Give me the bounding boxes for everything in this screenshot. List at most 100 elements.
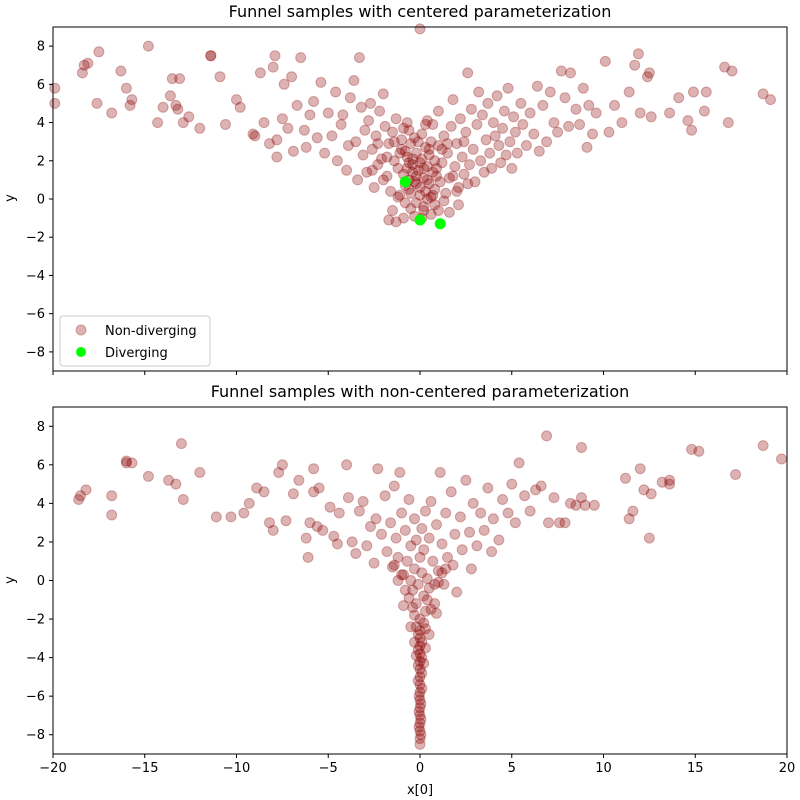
top-non_diverging-point bbox=[403, 157, 415, 169]
top-non_diverging-point bbox=[258, 117, 270, 129]
top-non_diverging-point bbox=[436, 143, 448, 155]
bottom-samples-point bbox=[361, 540, 373, 552]
top-non_diverging-point bbox=[319, 147, 331, 159]
bottom-samples-point bbox=[210, 511, 222, 523]
bottom-samples-point bbox=[317, 524, 329, 536]
top-non_diverging-point bbox=[500, 149, 512, 161]
top-non_diverging-point bbox=[451, 185, 463, 197]
top-non_diverging-point bbox=[381, 170, 393, 182]
top-non_diverging-point bbox=[438, 195, 450, 207]
top-diverging-point bbox=[434, 218, 446, 230]
bottom-samples-point bbox=[643, 532, 655, 544]
bottom-samples-point bbox=[370, 513, 382, 525]
bottom-samples-point bbox=[163, 474, 175, 486]
bottom-samples-point bbox=[415, 698, 427, 710]
top-non_diverging-point bbox=[381, 151, 393, 163]
top-non_diverging-point bbox=[599, 55, 611, 67]
bottom-samples-point bbox=[482, 482, 494, 494]
top-non_diverging-point bbox=[183, 111, 195, 123]
bottom-samples-point bbox=[414, 679, 426, 691]
bottom-samples-point bbox=[664, 478, 676, 490]
bottom-samples-point bbox=[342, 492, 354, 504]
top-non_diverging-point bbox=[120, 82, 132, 94]
bottom-samples-point bbox=[409, 609, 420, 621]
top-y-tick-label: 4 bbox=[37, 116, 45, 131]
bottom-samples-point bbox=[126, 457, 138, 469]
top-non_diverging-point bbox=[427, 166, 439, 178]
bottom-x-tick-label: 0 bbox=[416, 761, 424, 776]
bottom-samples-point bbox=[519, 490, 531, 502]
bottom-samples-point bbox=[385, 517, 397, 529]
top-non_diverging-point bbox=[429, 199, 441, 211]
bottom-samples-point bbox=[398, 569, 409, 581]
bottom-samples-point bbox=[423, 582, 435, 594]
bottom-samples-point bbox=[396, 507, 408, 519]
top-non_diverging-point bbox=[376, 153, 387, 165]
bottom-samples-point bbox=[264, 517, 275, 529]
top-non_diverging-point bbox=[410, 197, 422, 209]
bottom-subplot: Funnel samples with non-centered paramet… bbox=[3, 382, 795, 798]
bottom-samples-point bbox=[376, 528, 387, 540]
bottom-samples-point bbox=[372, 463, 384, 475]
top-non_diverging-point bbox=[574, 119, 586, 130]
top-non_diverging-point bbox=[387, 205, 398, 216]
top-non_diverging-point bbox=[115, 65, 127, 77]
top-non_diverging-point bbox=[436, 157, 448, 169]
top-non_diverging-point bbox=[170, 99, 182, 111]
bottom-samples-point bbox=[412, 675, 424, 687]
bottom-samples-point bbox=[460, 474, 472, 486]
bottom-samples-point bbox=[418, 657, 430, 669]
top-subplot: Funnel samples with centered parameteriz… bbox=[3, 2, 788, 375]
bottom-y-tick-label: 4 bbox=[37, 497, 45, 512]
legend: Non-diverging Diverging bbox=[59, 315, 211, 367]
top-non_diverging-point bbox=[286, 71, 298, 83]
top-non_diverging-point bbox=[423, 149, 435, 161]
bottom-samples-point bbox=[414, 671, 426, 683]
top-non_diverging-point bbox=[438, 130, 450, 142]
bottom-samples-point bbox=[416, 667, 428, 679]
top-non_diverging-point bbox=[616, 117, 628, 129]
top-non_diverging-point bbox=[497, 122, 509, 134]
top-non_diverging-point bbox=[623, 86, 635, 98]
bottom-samples-point bbox=[238, 507, 250, 519]
top-non_diverging-point bbox=[410, 147, 422, 159]
top-non_diverging-point bbox=[390, 216, 402, 228]
top-non_diverging-point bbox=[416, 128, 428, 140]
top-non_diverging-point bbox=[429, 183, 441, 195]
bottom-samples-point bbox=[407, 602, 419, 613]
bottom-samples-point bbox=[410, 534, 422, 546]
top-non_diverging-point bbox=[489, 130, 501, 142]
top-y-tick-label: −4 bbox=[26, 269, 45, 284]
bottom-samples-point bbox=[194, 467, 206, 478]
top-non_diverging-point bbox=[570, 103, 582, 115]
bottom-samples-point bbox=[559, 517, 571, 529]
top-non_diverging-point bbox=[423, 178, 435, 190]
top-y-tick-label: 2 bbox=[37, 154, 45, 169]
top-non_diverging-point bbox=[287, 145, 299, 157]
bottom-samples-point bbox=[414, 694, 426, 706]
bottom-samples-point bbox=[416, 567, 428, 579]
bottom-samples-point bbox=[410, 650, 422, 662]
bottom-samples-point bbox=[693, 445, 705, 457]
top-non_diverging-point bbox=[454, 113, 466, 125]
top-non_diverging-point bbox=[82, 57, 94, 69]
top-non_diverging-point bbox=[664, 107, 676, 119]
top-non_diverging-point bbox=[484, 147, 496, 159]
bottom-samples-point bbox=[436, 538, 448, 550]
top-y-tick-label: −6 bbox=[26, 307, 45, 322]
top-non_diverging-point bbox=[418, 205, 430, 216]
bottom-samples-point bbox=[368, 557, 380, 569]
bottom-samples-point bbox=[757, 440, 769, 452]
top-non_diverging-point bbox=[537, 99, 549, 111]
bottom-y-tick-label: 6 bbox=[37, 458, 45, 473]
top-non_diverging-point bbox=[565, 67, 576, 79]
bottom-samples-point bbox=[410, 598, 422, 610]
bottom-samples-point bbox=[410, 621, 422, 633]
top-non_diverging-point bbox=[388, 136, 400, 148]
top-non_diverging-point bbox=[432, 205, 444, 216]
top-non_diverging-point bbox=[420, 119, 431, 130]
bottom-samples-point bbox=[414, 725, 426, 737]
bottom-samples-point bbox=[341, 459, 353, 471]
bottom-samples-point bbox=[414, 640, 426, 652]
bottom-samples-point bbox=[175, 438, 187, 450]
